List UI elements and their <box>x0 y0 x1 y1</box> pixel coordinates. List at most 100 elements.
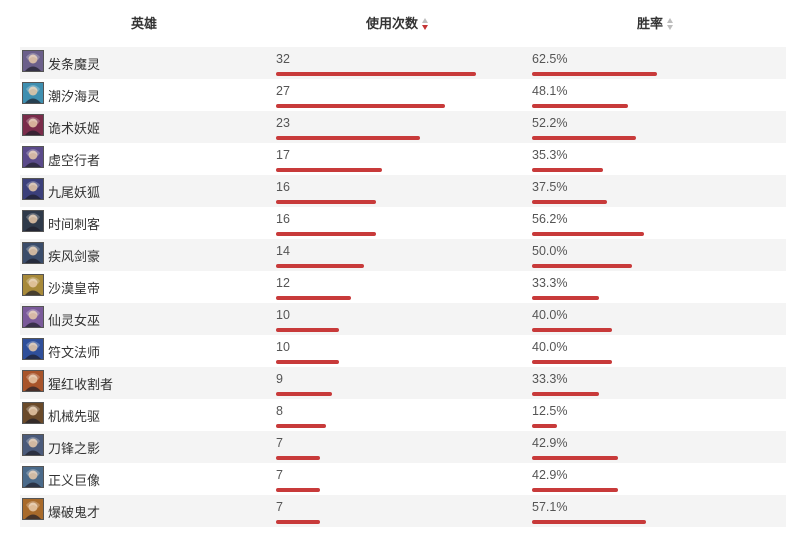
hero-name[interactable]: 刀锋之影 <box>48 442 101 457</box>
winrate-value: 40.0% <box>532 340 568 354</box>
hero-avatar[interactable] <box>22 498 44 520</box>
hero-name[interactable]: 仙灵女巫 <box>48 314 101 329</box>
table-row[interactable]: 疾风剑豪 14 50.0% <box>20 239 786 271</box>
kassadin-portrait-icon <box>23 147 43 167</box>
table-row[interactable]: 九尾妖狐 16 37.5% <box>20 175 786 207</box>
fizz-portrait-icon <box>23 83 43 103</box>
viktor-portrait-icon <box>23 403 43 423</box>
sort-icon[interactable] <box>667 17 674 30</box>
table-row[interactable]: 刀锋之影 7 42.9% <box>20 431 786 463</box>
table-row[interactable]: 诡术妖姬 23 52.2% <box>20 111 786 143</box>
uses-bar <box>276 104 445 108</box>
winrate-value: 33.3% <box>532 276 568 290</box>
winrate-bar <box>532 72 657 76</box>
uses-bar <box>276 264 364 268</box>
hero-name[interactable]: 虚空行者 <box>48 154 101 169</box>
hero-avatar[interactable] <box>22 242 44 264</box>
winrate-value: 35.3% <box>532 148 568 162</box>
talon-portrait-icon <box>23 435 43 455</box>
hero-avatar[interactable] <box>22 274 44 296</box>
hero-avatar[interactable] <box>22 306 44 328</box>
hero-avatar[interactable] <box>22 210 44 232</box>
hero-avatar[interactable] <box>22 434 44 456</box>
uses-bar <box>276 392 332 396</box>
table-row[interactable]: 发条魔灵 32 62.5% <box>20 47 786 79</box>
azir-portrait-icon <box>23 275 43 295</box>
hero-name[interactable]: 潮汐海灵 <box>48 90 101 105</box>
uses-value: 23 <box>276 116 290 130</box>
uses-column-header[interactable]: 使用次数 <box>366 13 429 32</box>
hero-name[interactable]: 时间刺客 <box>48 218 101 233</box>
winrate-bar <box>532 264 632 268</box>
table-row[interactable]: 符文法师 10 40.0% <box>20 335 786 367</box>
table-row[interactable]: 潮汐海灵 27 48.1% <box>20 79 786 111</box>
winrate-bar <box>532 360 612 364</box>
hero-name[interactable]: 九尾妖狐 <box>48 186 101 201</box>
uses-value: 9 <box>276 372 283 386</box>
uses-bar <box>276 72 476 76</box>
table-row[interactable]: 爆破鬼才 7 57.1% <box>20 495 786 527</box>
winrate-value: 52.2% <box>532 116 568 130</box>
hero-name[interactable]: 正义巨像 <box>48 474 101 489</box>
uses-value: 8 <box>276 404 283 418</box>
winrate-value: 42.9% <box>532 436 568 450</box>
uses-value: 7 <box>276 436 283 450</box>
hero-avatar[interactable] <box>22 114 44 136</box>
uses-value: 17 <box>276 148 290 162</box>
winrate-bar <box>532 456 618 460</box>
table-row[interactable]: 时间刺客 16 56.2% <box>20 207 786 239</box>
table-row[interactable]: 猩红收割者 9 33.3% <box>20 367 786 399</box>
winrate-value: 48.1% <box>532 84 568 98</box>
table-row[interactable]: 正义巨像 7 42.9% <box>20 463 786 495</box>
leblanc-portrait-icon <box>23 115 43 135</box>
uses-bar <box>276 200 376 204</box>
winrate-value: 42.9% <box>532 468 568 482</box>
orianna-portrait-icon <box>23 51 43 71</box>
hero-avatar[interactable] <box>22 146 44 168</box>
table-header: 英雄 使用次数 胜率 <box>0 0 806 44</box>
uses-value: 16 <box>276 180 290 194</box>
hero-name[interactable]: 沙漠皇帝 <box>48 282 101 297</box>
uses-bar <box>276 232 376 236</box>
uses-bar <box>276 424 326 428</box>
hero-avatar[interactable] <box>22 50 44 72</box>
uses-bar <box>276 168 382 172</box>
hero-avatar[interactable] <box>22 466 44 488</box>
hero-avatar[interactable] <box>22 338 44 360</box>
yasuo-portrait-icon <box>23 243 43 263</box>
vladimir-portrait-icon <box>23 371 43 391</box>
hero-name[interactable]: 诡术妖姬 <box>48 122 101 137</box>
uses-header-label: 使用次数 <box>366 17 419 32</box>
sort-desc-icon[interactable] <box>422 17 429 30</box>
hero-name[interactable]: 疾风剑豪 <box>48 250 101 265</box>
winrate-value: 62.5% <box>532 52 568 66</box>
uses-bar <box>276 136 420 140</box>
hero-name[interactable]: 机械先驱 <box>48 410 101 425</box>
winrate-column-header[interactable]: 胜率 <box>637 13 674 32</box>
hero-name[interactable]: 发条魔灵 <box>48 58 101 73</box>
hero-avatar[interactable] <box>22 82 44 104</box>
hero-avatar[interactable] <box>22 370 44 392</box>
hero-column-header: 英雄 <box>131 17 158 32</box>
winrate-bar <box>532 200 607 204</box>
uses-value: 14 <box>276 244 290 258</box>
hero-name[interactable]: 符文法师 <box>48 346 101 361</box>
winrate-bar <box>532 168 603 172</box>
hero-name[interactable]: 爆破鬼才 <box>48 506 101 521</box>
hero-avatar[interactable] <box>22 178 44 200</box>
galio-portrait-icon <box>23 467 43 487</box>
uses-bar <box>276 360 339 364</box>
winrate-value: 56.2% <box>532 212 568 226</box>
winrate-bar <box>532 296 599 300</box>
table-row[interactable]: 机械先驱 8 12.5% <box>20 399 786 431</box>
uses-bar <box>276 488 320 492</box>
winrate-bar <box>532 488 618 492</box>
table-row[interactable]: 沙漠皇帝 12 33.3% <box>20 271 786 303</box>
uses-value: 7 <box>276 500 283 514</box>
hero-name[interactable]: 猩红收割者 <box>48 378 114 393</box>
table-row[interactable]: 仙灵女巫 10 40.0% <box>20 303 786 335</box>
table-row[interactable]: 虚空行者 17 35.3% <box>20 143 786 175</box>
hero-avatar[interactable] <box>22 402 44 424</box>
uses-value: 16 <box>276 212 290 226</box>
uses-value: 27 <box>276 84 290 98</box>
